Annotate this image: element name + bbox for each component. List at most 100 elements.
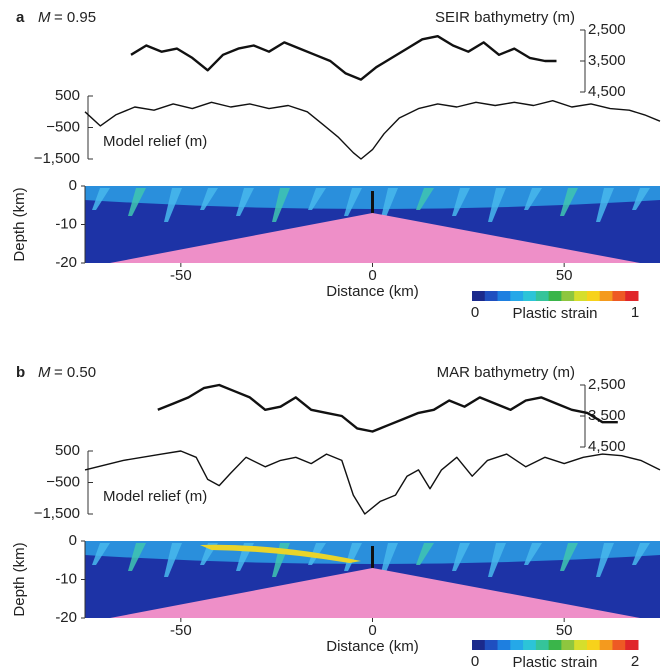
colorbar-swatch [484,291,499,301]
strain-streak [200,188,218,210]
strain-streak [92,543,110,565]
strain-streak [128,188,146,216]
bathymetry-line [130,35,557,81]
y-tick-label: 3,500 [588,52,626,69]
strain-streak [128,543,146,571]
strain-streak [488,188,506,222]
strain-streak [200,544,361,563]
y-tick-label: -20 [55,254,77,271]
colorbar-swatch [510,640,524,650]
colorbar-swatch [497,291,511,301]
colorbar-swatch [510,291,524,301]
x-tick-label: 0 [368,267,376,284]
colorbar-swatch [612,291,626,301]
relief-line [84,450,661,515]
strain-streak [632,188,650,210]
strain-streak [164,188,182,222]
strain-streak [92,188,110,210]
strain-streak [344,188,362,216]
strain-streak [632,543,650,565]
x-tick-label: 0 [368,622,376,639]
x-tick-label: 50 [556,267,573,284]
y-tick-label: -10 [55,215,77,232]
bathymetry-title: SEIR bathymetry (m) [435,9,575,26]
panel-label: a [16,9,25,26]
strain-streak [560,543,578,571]
y-tick-label: −500 [46,118,80,135]
colorbar-swatch [625,640,639,650]
strain-streak [416,188,434,210]
colorbar-swatch [484,640,499,650]
colorbar-swatch [599,640,613,650]
strain-streak [452,188,470,216]
colorbar-tick-label: 2 [631,653,639,670]
strain-streak [488,543,506,577]
y-tick-label: 4,500 [588,438,626,455]
y-axis-label: Depth (km) [11,187,28,261]
strain-streak [344,543,362,571]
relief-title: Model relief (m) [103,133,207,150]
bathymetry-line [157,383,618,433]
colorbar-swatch [548,640,562,650]
lithosphere-wedge [110,212,640,263]
colorbar-swatch [574,640,588,650]
colorbar-swatch [574,291,588,301]
y-tick-label: -20 [55,609,77,626]
strain-streak [308,188,326,210]
x-tick-label: -50 [170,267,192,284]
colorbar-swatch [497,640,511,650]
colorbar-swatch [523,291,537,301]
model-symbol: M [38,364,51,381]
colorbar-swatch [535,640,550,650]
bathymetry-title: MAR bathymetry (m) [437,364,575,381]
x-tick-label: 50 [556,622,573,639]
model-value: = 0.95 [54,9,96,26]
strain-streak [596,188,614,222]
strain-streak [452,543,470,571]
colorbar-swatch [535,291,550,301]
strain-streak [380,543,398,577]
strain-streak [596,543,614,577]
colorbar-swatch [472,291,486,301]
colorbar-swatch [612,640,626,650]
model-symbol: M [38,9,51,26]
colorbar-tick-label: 0 [471,653,479,670]
y-tick-label: 4,500 [588,83,626,100]
relief-title: Model relief (m) [103,488,207,505]
x-axis-label: Distance (km) [326,638,419,655]
colorbar-swatch [561,291,575,301]
colorbar-swatch [548,291,562,301]
colorbar-swatch [586,291,601,301]
strain-streak [272,188,290,222]
strain-streak [416,543,434,565]
colorbar-label: Plastic strain [512,305,597,322]
y-tick-label: 2,500 [588,376,626,393]
panel-label: b [16,364,25,381]
y-axis-label: Depth (km) [11,542,28,616]
relief-line [84,100,661,160]
y-tick-label: 2,500 [588,21,626,38]
colorbar-swatch [599,291,613,301]
model-value: = 0.50 [54,364,96,381]
y-tick-label: −1,500 [34,505,80,522]
y-tick-label: −500 [46,473,80,490]
colorbar-tick-label: 1 [631,304,639,321]
colorbar-swatch [561,640,575,650]
strain-streak [560,188,578,216]
y-tick-label: 500 [55,442,80,459]
colorbar-swatch [523,640,537,650]
colorbar-label: Plastic strain [512,654,597,671]
y-tick-label: -10 [55,570,77,587]
strain-streak [236,188,254,216]
y-tick-label: 0 [69,532,77,549]
y-tick-label: 0 [69,177,77,194]
lithosphere-wedge [110,567,640,618]
colorbar-swatch [625,291,639,301]
strain-streak [524,188,542,210]
strain-streak [164,543,182,577]
y-tick-label: −1,500 [34,150,80,167]
strain-streak [380,188,398,222]
y-tick-label: 500 [55,87,80,104]
x-axis-label: Distance (km) [326,283,419,300]
colorbar-swatch [472,640,486,650]
